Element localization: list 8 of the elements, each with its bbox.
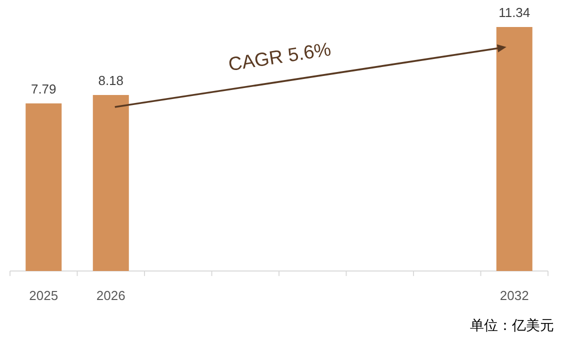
x-tick-label: 2025 [29,288,58,303]
data-label: 11.34 [498,5,530,20]
data-label: 8.18 [98,72,124,88]
text: 单位：亿美元 [470,317,554,333]
data-label: 7.79 [30,81,56,96]
x-tick-label: 2026 [96,288,126,303]
annotation: CAGR 5.6% [227,39,333,76]
x-tick-label: 2032 [500,288,529,303]
